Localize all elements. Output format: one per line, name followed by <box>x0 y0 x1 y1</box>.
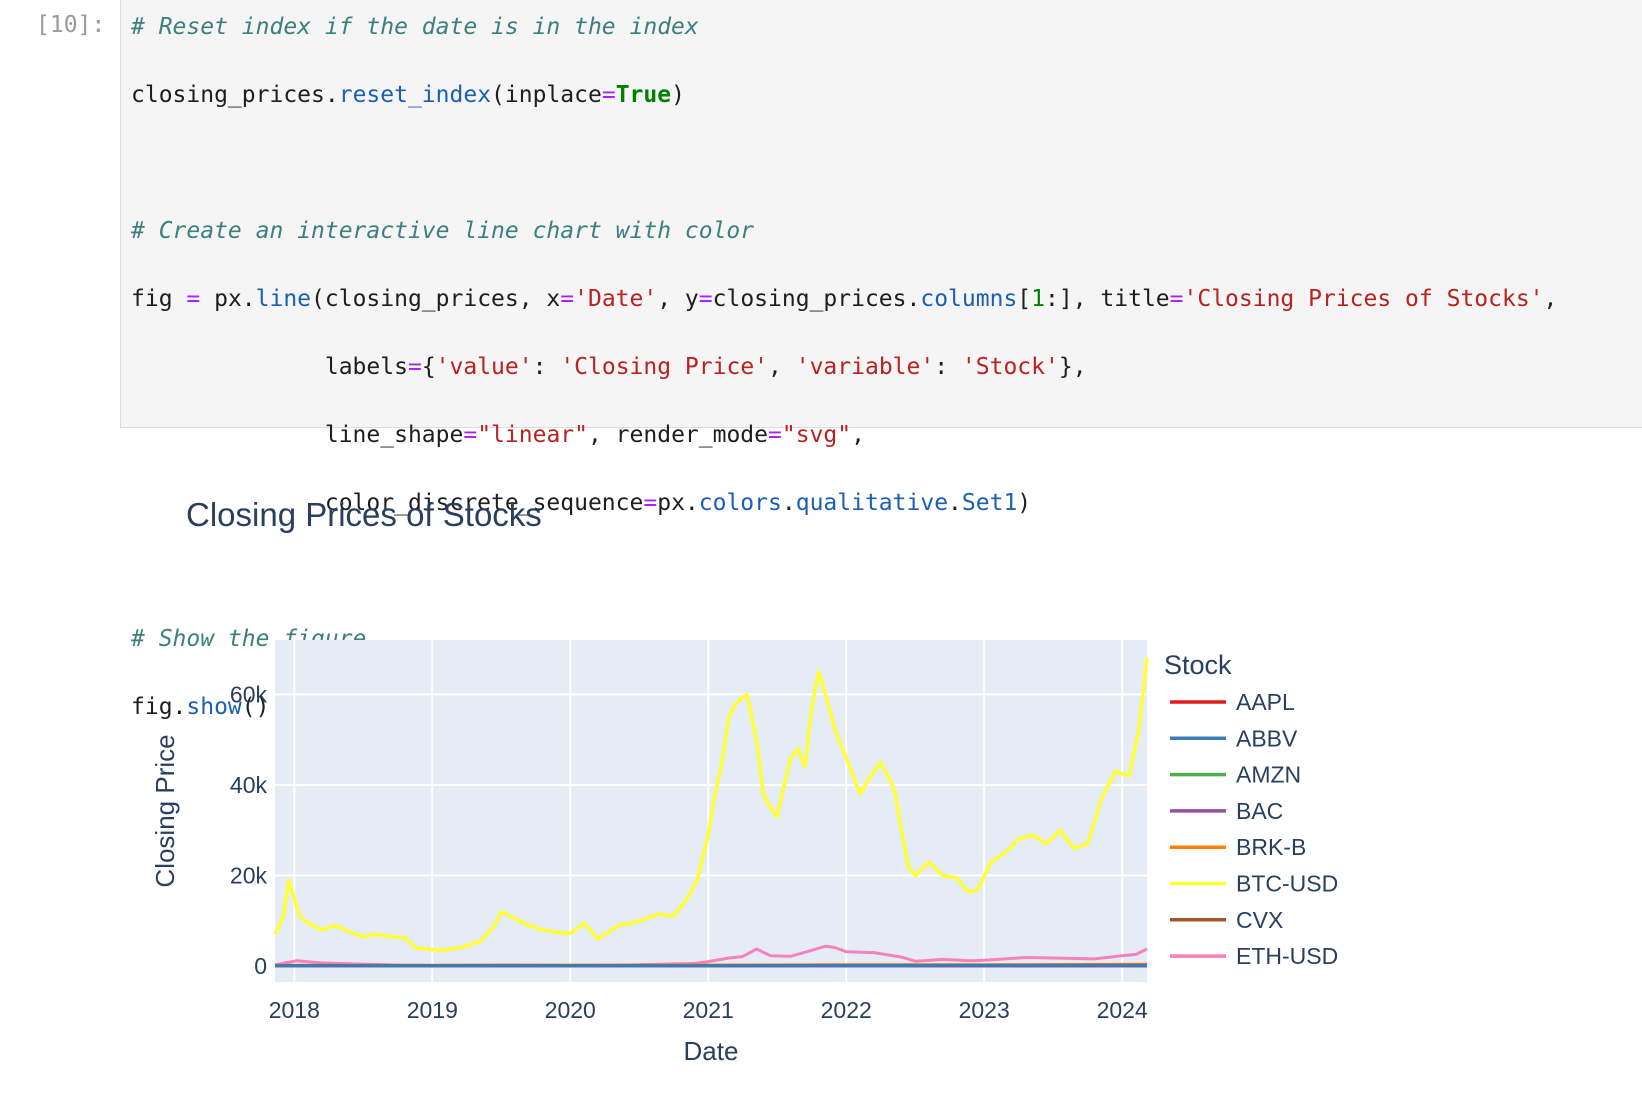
x-tick-label: 2022 <box>821 997 872 1023</box>
code-line-8: color_discrete_sequence=px.colors.qualit… <box>131 490 1032 516</box>
series-lines <box>273 657 1149 968</box>
legend-item-cvx[interactable]: CVX <box>1170 907 1283 933</box>
code-editor[interactable]: # Reset index if the date is in the inde… <box>131 10 1557 758</box>
code-line-2: closing_prices.reset_index(inplace=True) <box>131 82 685 108</box>
comment: # Reset index if the date is in the inde… <box>131 14 699 40</box>
cell-prompt: [10]: <box>36 12 106 38</box>
x-tick-label: 2023 <box>959 997 1010 1023</box>
legend-item-btc-usd[interactable]: BTC-USD <box>1170 871 1338 897</box>
legend-label: AMZN <box>1236 762 1301 788</box>
legend-title: Stock <box>1164 650 1232 680</box>
y-tick-label: 40k <box>230 772 268 798</box>
legend-label: AAPL <box>1236 689 1295 715</box>
comment: # Create an interactive line chart with … <box>131 218 755 244</box>
code-line-7: line_shape="linear", render_mode="svg", <box>131 422 865 448</box>
legend-label: CVX <box>1236 907 1283 933</box>
plotly-figure[interactable]: Closing Prices of Stocks 2018 2019 2020 202… <box>130 470 1430 1110</box>
x-tick-label: 2019 <box>407 997 458 1023</box>
legend-label: ETH-USD <box>1236 943 1338 969</box>
x-tick-label: 2018 <box>269 997 320 1023</box>
y-tick-label: 0 <box>254 953 267 979</box>
x-tick-label: 2024 <box>1097 997 1148 1023</box>
code-line-4: # Create an interactive line chart with … <box>131 214 1557 248</box>
x-axis-ticks: 2018 2019 2020 2021 2022 2023 2024 <box>269 997 1148 1023</box>
legend-item-abbv[interactable]: ABBV <box>1170 725 1298 751</box>
y-tick-label: 20k <box>230 863 268 889</box>
code-line-1: # Reset index if the date is in the inde… <box>131 10 1557 44</box>
code-line-5: fig = px.line(closing_prices, x='Date', … <box>131 286 1558 312</box>
line-chart[interactable]: Closing Prices of Stocks 2018 2019 2020 202… <box>130 470 1430 1110</box>
y-axis-label: Closing Price <box>150 734 180 887</box>
code-cell[interactable]: # Reset index if the date is in the inde… <box>120 0 1642 720</box>
chart-title: Closing Prices of Stocks <box>186 496 542 533</box>
legend-label: BRK-B <box>1236 834 1306 860</box>
code-line-3 <box>131 146 1557 180</box>
x-tick-label: 2021 <box>683 997 734 1023</box>
series-line-btc-usd <box>273 657 1149 953</box>
legend-label: BAC <box>1236 798 1283 824</box>
legend-item-amzn[interactable]: AMZN <box>1170 762 1301 788</box>
code-line-6: labels={'value': 'Closing Price', 'varia… <box>131 354 1087 380</box>
y-tick-label: 60k <box>230 681 268 707</box>
legend-item-eth-usd[interactable]: ETH-USD <box>1170 943 1338 969</box>
x-axis-label: Date <box>684 1036 739 1066</box>
code-line-11: fig.show() <box>131 694 270 720</box>
legend-item-aapl[interactable]: AAPL <box>1170 689 1295 715</box>
legend-item-brk-b[interactable]: BRK-B <box>1170 834 1306 860</box>
legend-label: BTC-USD <box>1236 871 1338 897</box>
x-tick-label: 2020 <box>545 997 596 1023</box>
legend-item-bac[interactable]: BAC <box>1170 798 1283 824</box>
legend[interactable]: AAPL ABBV AMZN BAC BRK-B BTC-USD CVX ETH-USD <box>1170 689 1338 969</box>
legend-label: ABBV <box>1236 725 1298 751</box>
y-axis-ticks: 0 20k 40k 60k <box>230 681 268 979</box>
